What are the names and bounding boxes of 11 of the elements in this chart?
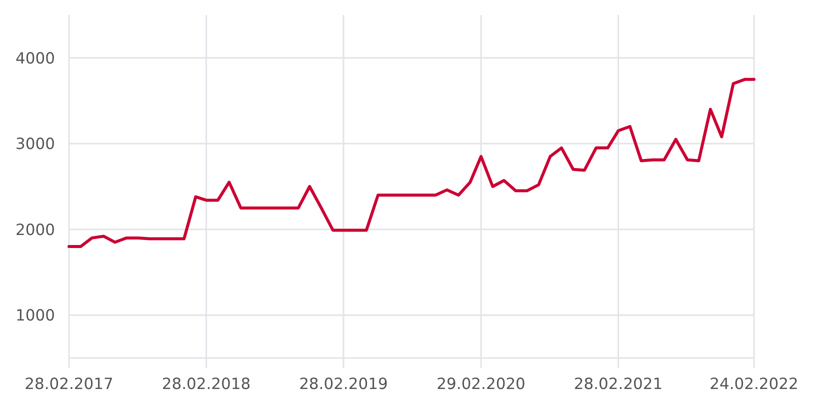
line-series bbox=[68, 78, 756, 248]
y-tick-label: 1000 bbox=[16, 306, 55, 325]
y-tick-label: 4000 bbox=[16, 49, 55, 68]
y-tick-label: 2000 bbox=[16, 220, 55, 239]
x-tick-label: 29.02.2020 bbox=[436, 375, 526, 393]
x-tick-label: 28.02.2021 bbox=[574, 375, 663, 393]
x-tick-label: 28.02.2018 bbox=[162, 375, 251, 393]
x-tick-label: 28.02.2019 bbox=[299, 375, 388, 393]
x-tick-label: 24.02.2022 bbox=[710, 375, 798, 393]
y-tick-label: 3000 bbox=[16, 135, 55, 154]
x-tick-label: 28.02.2017 bbox=[24, 375, 114, 393]
